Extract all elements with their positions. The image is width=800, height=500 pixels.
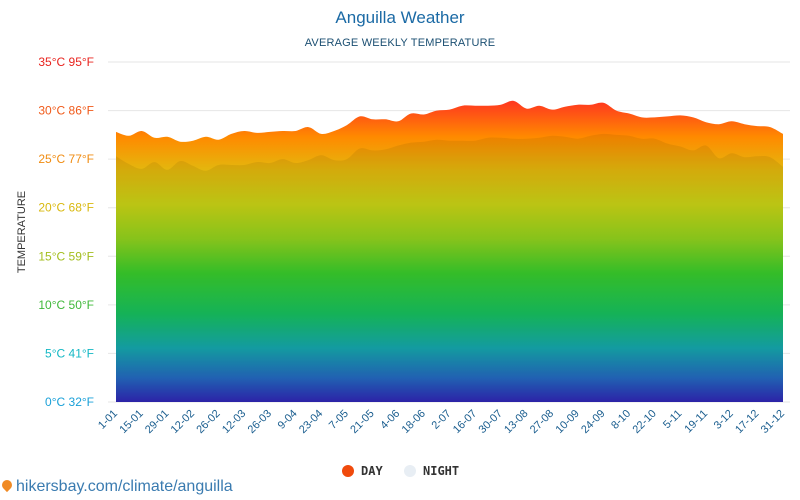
x-tick-label: 4-06 — [378, 408, 402, 432]
x-tick-label: 9-04 — [276, 408, 300, 432]
x-tick-label: 10-09 — [554, 408, 582, 436]
legend-night-label[interactable]: NIGHT — [423, 464, 459, 478]
x-tick-label: 22-10 — [630, 408, 658, 436]
night-area-shade — [116, 133, 783, 403]
legend-day-swatch[interactable] — [342, 465, 354, 477]
y-tick-label: 30°C 86°F — [38, 104, 94, 118]
x-tick-label: 1-01 — [96, 408, 120, 432]
x-tick-label: 26-02 — [194, 408, 222, 436]
y-tick-label: 35°C 95°F — [38, 55, 94, 69]
temperature-areas — [116, 100, 783, 403]
legend-night-swatch[interactable] — [404, 465, 416, 477]
chart-title: Anguilla Weather — [335, 8, 464, 27]
y-axis-ticks: 0°C 32°F 5°C 41°F 10°C 50°F 15°C 59°F 20°C 6… — [38, 55, 94, 409]
x-tick-label: 18-06 — [400, 408, 428, 436]
night-area[interactable] — [116, 133, 783, 403]
x-tick-label: 15-01 — [117, 408, 145, 436]
x-tick-label: 24-09 — [579, 408, 607, 436]
x-tick-label: 16-07 — [451, 408, 479, 436]
x-tick-label: 3-12 — [712, 408, 736, 432]
x-tick-label: 13-08 — [502, 408, 530, 436]
x-tick-label: 30-07 — [477, 408, 505, 436]
x-tick-label: 26-03 — [246, 408, 274, 436]
source-link-text[interactable]: hikersbay.com/climate/anguilla — [16, 478, 233, 495]
legend: DAY NIGHT — [342, 464, 459, 478]
x-tick-label: 31-12 — [759, 408, 787, 436]
x-tick-label: 27-08 — [528, 408, 556, 436]
x-tick-label: 12-02 — [169, 408, 197, 436]
y-tick-label: 0°C 32°F — [45, 395, 94, 409]
x-tick-label: 8-10 — [609, 408, 633, 432]
x-tick-label: 23-04 — [297, 408, 325, 436]
x-tick-label: 21-05 — [348, 408, 376, 436]
y-axis-label: TEMPERATURE — [16, 191, 28, 273]
x-tick-label: 19-11 — [682, 408, 710, 436]
source-link[interactable]: hikersbay.com/climate/anguilla — [0, 477, 233, 496]
x-tick-label: 12-03 — [220, 408, 248, 436]
legend-day-label[interactable]: DAY — [361, 464, 383, 478]
location-pin-icon — [0, 477, 15, 493]
y-tick-label: 15°C 59°F — [38, 249, 94, 263]
chart-subtitle: AVERAGE WEEKLY TEMPERATURE — [305, 37, 496, 49]
x-tick-label: 17-12 — [733, 408, 761, 436]
y-tick-label: 10°C 50°F — [38, 298, 94, 312]
x-tick-label: 5-11 — [661, 408, 684, 431]
y-tick-label: 25°C 77°F — [38, 152, 94, 166]
y-tick-label: 5°C 41°F — [45, 346, 94, 360]
x-tick-label: 29-01 — [143, 408, 171, 436]
x-tick-label: 7-05 — [327, 408, 351, 432]
x-tick-label: 2-07 — [430, 408, 454, 432]
y-tick-label: 20°C 68°F — [38, 201, 94, 215]
